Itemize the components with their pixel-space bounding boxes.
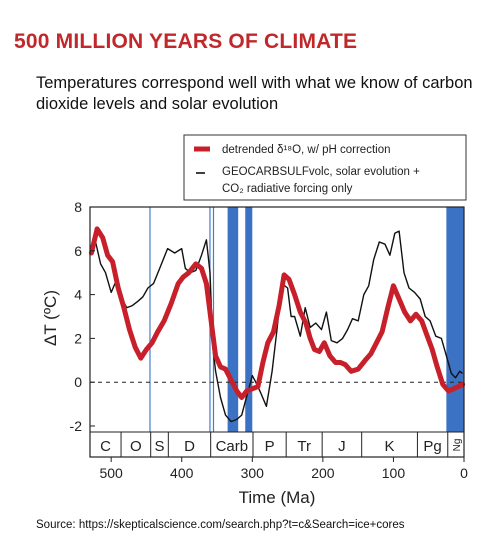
source-citation: Source: https://skepticalscience.com/sea… bbox=[36, 519, 405, 531]
chart-subtitle: Temperatures correspond well with what w… bbox=[36, 74, 473, 113]
x-tick-label-0: 0 bbox=[460, 465, 468, 481]
series-layer bbox=[88, 226, 466, 423]
x-tick-label-300: 300 bbox=[241, 465, 265, 481]
legend-box bbox=[183, 134, 467, 201]
plot-frame bbox=[89, 206, 465, 458]
legend-label-black-line2: CO₂ radiative forcing only bbox=[222, 183, 353, 195]
x-axis-label: Time (Ma) bbox=[239, 488, 316, 507]
period-label-s: S bbox=[154, 438, 164, 455]
y-tick-label-0: 0 bbox=[74, 374, 82, 390]
period-label-layer: C O S D Carb P Tr J K Pg Ng bbox=[100, 432, 463, 457]
period-label-j: J bbox=[338, 438, 346, 455]
legend-label-red: detrended δ¹⁸O, w/ pH correction bbox=[222, 144, 391, 156]
period-label-pg: Pg bbox=[423, 438, 441, 455]
axis-layer: -2 0 2 4 6 8 500 400 300 200 100 0 Time (Ma) ΔT (ºC) bbox=[41, 199, 468, 507]
legend: detrended δ¹⁸O, w/ pH correction GEOCARB… bbox=[183, 134, 467, 201]
period-label-carb: Carb bbox=[216, 438, 249, 455]
series-line-d18o bbox=[88, 226, 466, 400]
x-tick-label-100: 100 bbox=[382, 465, 406, 481]
y-axis-label: ΔT (ºC) bbox=[41, 290, 60, 346]
x-tick-label-500: 500 bbox=[99, 465, 123, 481]
glacial-band-0 bbox=[227, 207, 239, 432]
period-label-p: P bbox=[265, 438, 275, 455]
y-tick-label-4: 4 bbox=[74, 287, 82, 303]
period-label-o: O bbox=[130, 438, 142, 455]
legend-label-black-line1: GEOCARBSULFvolc, solar evolution + bbox=[222, 166, 420, 178]
period-label-ng: Ng bbox=[452, 439, 463, 452]
glacial-band-1 bbox=[245, 207, 253, 432]
period-label-c: C bbox=[100, 438, 111, 455]
x-tick-label-200: 200 bbox=[311, 465, 335, 481]
y-tick-label-6: 6 bbox=[74, 243, 82, 259]
glacial-band-2 bbox=[446, 207, 464, 432]
y-tick-label-8: 8 bbox=[74, 199, 82, 215]
y-tick-label--2: -2 bbox=[70, 418, 83, 434]
y-tick-label-2: 2 bbox=[74, 330, 82, 346]
chart-title-banner: 500 MILLION YEARS OF CLIMATE bbox=[14, 30, 358, 53]
period-label-k: K bbox=[385, 438, 395, 455]
x-tick-label-400: 400 bbox=[170, 465, 194, 481]
period-label-d: D bbox=[184, 438, 195, 455]
series-line-geocarbsulf bbox=[90, 230, 464, 423]
period-label-tr: Tr bbox=[297, 438, 311, 455]
plot-frame-layer bbox=[89, 206, 465, 458]
period-background-layer bbox=[149, 207, 464, 432]
